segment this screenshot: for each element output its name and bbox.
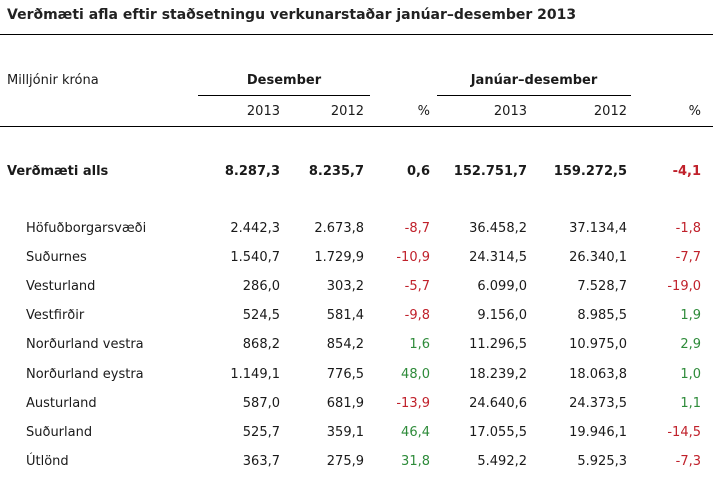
table-cell: 359,1 — [326, 425, 364, 440]
table-cell: 24.373,5 — [569, 396, 627, 411]
total-cell: -4,1 — [672, 164, 701, 179]
table-cell: 36.458,2 — [469, 221, 527, 236]
total-cell: 152.751,7 — [453, 164, 527, 179]
total-cell: 0,6 — [406, 164, 430, 179]
table-cell: 18.239,2 — [469, 367, 527, 382]
total-cell: 8.287,3 — [224, 164, 280, 179]
table-cell: -1,8 — [675, 221, 701, 236]
table-cell: 5.925,3 — [577, 454, 627, 469]
table-cell: 2,9 — [680, 337, 701, 352]
table-cell: 524,5 — [242, 308, 280, 323]
table-cell: 37.134,4 — [569, 221, 627, 236]
table-cell: -14,5 — [667, 425, 701, 440]
table-cell: 6.099,0 — [477, 279, 527, 294]
table-cell: 7.528,7 — [577, 279, 627, 294]
table-cell: 854,2 — [326, 337, 364, 352]
table-cell: 19.946,1 — [569, 425, 627, 440]
table-cell: -7,3 — [675, 454, 701, 469]
table-cell: 18.063,8 — [569, 367, 627, 382]
table-cell: 776,5 — [326, 367, 364, 382]
group-underline-year — [437, 95, 631, 96]
table-cell: 9.156,0 — [477, 308, 527, 323]
row-label: Vestfirðir — [26, 308, 85, 323]
table-cell: 48,0 — [401, 367, 430, 382]
total-label: Verðmæti alls — [7, 164, 109, 179]
table-cell: 681,9 — [326, 396, 364, 411]
header-rule — [0, 126, 713, 127]
table-cell: 1,1 — [680, 396, 701, 411]
table-cell: -5,7 — [404, 279, 430, 294]
group-underline-month — [198, 95, 370, 96]
total-cell: 8.235,7 — [308, 164, 364, 179]
table-cell: -13,9 — [396, 396, 430, 411]
table-cell: 1.149,1 — [230, 367, 280, 382]
column-header: % — [417, 104, 430, 119]
table-cell: 1,0 — [680, 367, 701, 382]
table-cell: 1.729,9 — [314, 250, 364, 265]
row-label: Norðurland eystra — [26, 367, 144, 382]
column-header: 2012 — [593, 104, 627, 119]
row-label: Höfuðborgarsvæði — [26, 221, 147, 236]
table-cell: 868,2 — [242, 337, 280, 352]
column-header: 2013 — [493, 104, 527, 119]
table-cell: 1.540,7 — [230, 250, 280, 265]
table-cell: 11.296,5 — [469, 337, 527, 352]
table-cell: -10,9 — [396, 250, 430, 265]
column-header: 2012 — [330, 104, 364, 119]
table-cell: 525,7 — [242, 425, 280, 440]
table-cell: 24.640,6 — [469, 396, 527, 411]
table-cell: 581,4 — [326, 308, 364, 323]
table-cell: 587,0 — [242, 396, 280, 411]
table-cell: -9,8 — [404, 308, 430, 323]
total-cell: 159.272,5 — [553, 164, 627, 179]
table-cell: 363,7 — [242, 454, 280, 469]
row-label: Norðurland vestra — [26, 337, 144, 352]
column-header: % — [688, 104, 701, 119]
table-cell: 1,6 — [409, 337, 430, 352]
table-cell: 24.314,5 — [469, 250, 527, 265]
top-rule — [0, 34, 713, 35]
table-cell: 10.975,0 — [569, 337, 627, 352]
table-cell: 2.442,3 — [230, 221, 280, 236]
table-cell: 1,9 — [680, 308, 701, 323]
table-cell: 303,2 — [326, 279, 364, 294]
row-label: Austurland — [26, 396, 97, 411]
unit-label: Milljónir króna — [7, 73, 99, 88]
table-cell: 5.492,2 — [477, 454, 527, 469]
row-label: Útlönd — [26, 454, 69, 469]
table-cell: 26.340,1 — [569, 250, 627, 265]
table-cell: -19,0 — [667, 279, 701, 294]
row-label: Vesturland — [26, 279, 96, 294]
table-cell: 286,0 — [242, 279, 280, 294]
table-title: Verðmæti afla eftir staðsetningu verkuna… — [7, 7, 577, 23]
table-cell: 2.673,8 — [314, 221, 364, 236]
column-header: 2013 — [246, 104, 280, 119]
table-cell: 31,8 — [401, 454, 430, 469]
table-cell: 275,9 — [326, 454, 364, 469]
table-cell: -7,7 — [675, 250, 701, 265]
table-cell: 46,4 — [401, 425, 430, 440]
group-header-month: Desember — [246, 73, 322, 88]
row-label: Suðurnes — [26, 250, 87, 265]
table-cell: 8.985,5 — [577, 308, 627, 323]
row-label: Suðurland — [26, 425, 93, 440]
table-cell: -8,7 — [404, 221, 430, 236]
group-header-year: Janúar–desember — [470, 73, 598, 88]
table-cell: 17.055,5 — [469, 425, 527, 440]
